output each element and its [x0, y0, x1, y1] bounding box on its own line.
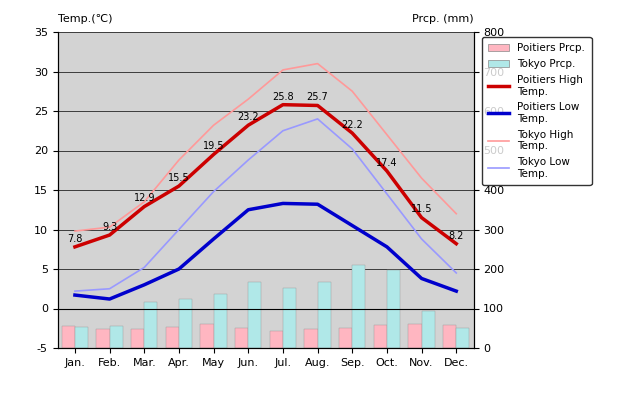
Bar — [61, 326, 75, 348]
Text: 19.5: 19.5 — [203, 141, 225, 151]
Text: 7.8: 7.8 — [67, 234, 83, 244]
Bar — [166, 327, 179, 348]
Text: 25.8: 25.8 — [272, 92, 294, 102]
Bar — [456, 328, 470, 348]
Bar — [269, 332, 283, 348]
Bar — [339, 328, 352, 348]
Bar — [387, 270, 400, 348]
Legend: Poitiers Prcp., Tokyo Prcp., Poitiers High
Temp., Poitiers Low
Temp., Tokyo High: Poitiers Prcp., Tokyo Prcp., Poitiers Hi… — [482, 37, 591, 185]
Text: Temp.(℃): Temp.(℃) — [58, 14, 112, 24]
Bar — [200, 324, 214, 348]
Bar — [75, 328, 88, 348]
Text: 15.5: 15.5 — [168, 173, 189, 183]
Bar — [109, 326, 123, 348]
Bar — [131, 329, 144, 348]
Text: 11.5: 11.5 — [411, 204, 433, 214]
Text: 12.9: 12.9 — [134, 194, 155, 204]
Text: 23.2: 23.2 — [237, 112, 259, 122]
Bar — [443, 325, 456, 348]
Bar — [214, 294, 227, 348]
Bar — [422, 311, 435, 348]
Bar — [352, 266, 365, 348]
Bar — [235, 328, 248, 348]
Bar — [248, 282, 262, 348]
Text: 8.2: 8.2 — [449, 230, 464, 240]
Bar — [97, 330, 109, 348]
Text: Prcp. (mm): Prcp. (mm) — [412, 14, 474, 24]
Bar — [374, 325, 387, 348]
Bar — [317, 282, 331, 348]
Text: 17.4: 17.4 — [376, 158, 397, 168]
Text: 22.2: 22.2 — [341, 120, 363, 130]
Bar — [408, 324, 422, 348]
Bar — [305, 329, 317, 348]
Text: 9.3: 9.3 — [102, 222, 117, 232]
Bar — [283, 288, 296, 348]
Bar — [179, 299, 192, 348]
Bar — [144, 302, 157, 348]
Text: 25.7: 25.7 — [307, 92, 328, 102]
